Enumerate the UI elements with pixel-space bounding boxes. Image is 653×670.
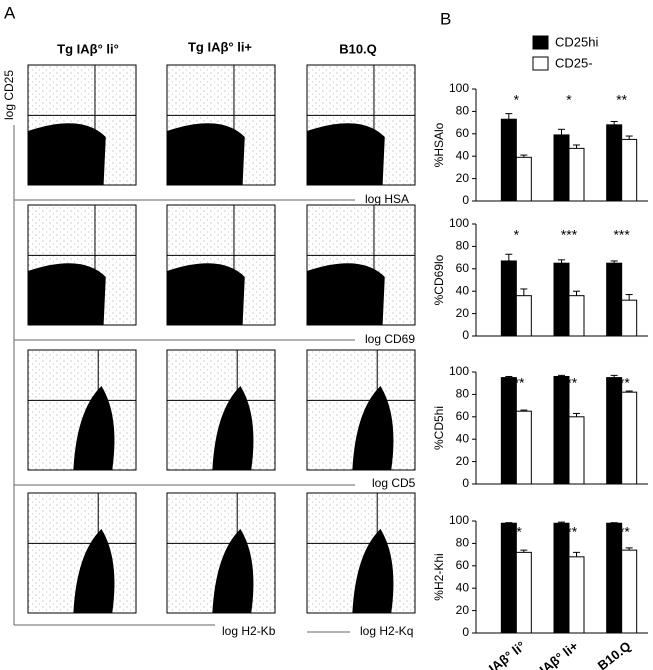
y-tick-label: 100	[449, 216, 469, 230]
bar	[568, 556, 585, 634]
bar	[553, 262, 570, 337]
y-tick-label: 0	[462, 328, 469, 342]
significance: **	[616, 92, 627, 108]
x-tick-label: Tg IAβ° li+	[521, 638, 581, 670]
y-tick-label: 80	[456, 239, 470, 253]
bar	[500, 377, 517, 485]
y-tick-label: 80	[456, 536, 470, 550]
y-axis-label: log CD25	[2, 70, 16, 120]
cell-cloud	[352, 386, 394, 470]
y-axis-label: %CD69lo	[432, 254, 446, 305]
x-axis-label: log HSA	[365, 192, 409, 206]
y-tick-label: 20	[456, 306, 470, 320]
bar	[568, 416, 585, 485]
bar	[515, 551, 532, 634]
significance: ***	[613, 375, 630, 391]
cell-cloud	[212, 386, 254, 470]
bar	[500, 118, 517, 202]
y-tick-label: 40	[456, 148, 470, 162]
y-tick-label: 80	[456, 104, 470, 118]
column-header: Tg IAβ° li+	[188, 39, 252, 54]
y-tick-label: 100	[449, 364, 469, 378]
bar	[553, 522, 570, 634]
y-tick-label: 20	[456, 171, 470, 185]
cell-cloud	[73, 529, 115, 613]
y-tick-label: 20	[456, 603, 470, 617]
bar	[568, 295, 585, 337]
x-tick-label: Tg IAβ° li°	[470, 638, 528, 670]
x-tick-label: B10.Q	[595, 638, 634, 670]
column-header: B10.Q	[339, 41, 377, 56]
cell-cloud	[167, 263, 245, 325]
bar	[606, 377, 623, 485]
cell-cloud	[307, 263, 385, 325]
significance: ***	[561, 227, 578, 243]
bar	[621, 299, 638, 337]
y-tick-label: 40	[456, 431, 470, 445]
x-axis-label: log H2-Kb	[222, 624, 276, 638]
cell-cloud	[28, 123, 106, 185]
y-tick-label: 100	[449, 513, 469, 527]
y-tick-label: 100	[449, 81, 469, 95]
y-tick-label: 60	[456, 126, 470, 140]
x-axis-label: log CD69	[365, 332, 415, 346]
bar	[515, 410, 532, 485]
x-axis-label: log CD5	[372, 476, 416, 490]
x-axis-label: log H2-Kq	[360, 624, 413, 638]
legend-label: CD25hi	[555, 34, 598, 49]
legend-label: CD25-	[555, 55, 593, 70]
significance: *	[514, 227, 520, 243]
bar	[515, 156, 532, 202]
significance: ***	[613, 524, 630, 540]
y-tick-label: 20	[456, 454, 470, 468]
cell-cloud	[212, 529, 254, 613]
y-tick-label: 40	[456, 580, 470, 594]
panel-label: A	[4, 3, 16, 22]
cell-cloud	[28, 263, 106, 325]
cell-cloud	[307, 123, 385, 185]
bar	[568, 147, 585, 202]
bar	[606, 522, 623, 634]
bar	[553, 134, 570, 202]
significance: ***	[561, 524, 578, 540]
separators	[13, 125, 355, 633]
bar	[606, 262, 623, 337]
y-tick-label: 0	[462, 193, 469, 207]
significance: **	[511, 524, 522, 540]
bar	[500, 260, 517, 337]
bar	[606, 124, 623, 202]
y-tick-label: 40	[456, 283, 470, 297]
cell-cloud	[167, 123, 245, 185]
legend-swatch	[532, 56, 549, 71]
y-axis-label: %HSAlo	[432, 122, 446, 167]
y-tick-label: 80	[456, 387, 470, 401]
bar	[500, 522, 517, 634]
significance: ***	[613, 227, 630, 243]
cell-cloud	[352, 529, 394, 613]
significance: ***	[561, 375, 578, 391]
y-tick-label: 60	[456, 261, 470, 275]
column-header: Tg IAβ° li°	[57, 41, 119, 56]
bar	[621, 138, 638, 202]
bar	[515, 295, 532, 337]
significance: *	[566, 92, 572, 108]
y-tick-label: 60	[456, 558, 470, 572]
bar	[553, 375, 570, 485]
significance: ***	[508, 375, 525, 391]
y-tick-label: 60	[456, 409, 470, 423]
significance: *	[514, 92, 520, 108]
panel-label: B	[440, 9, 451, 28]
y-tick-label: 0	[462, 625, 469, 639]
y-axis-label: %H2-Khi	[432, 553, 446, 600]
y-axis-label: %CD5hi	[432, 406, 446, 450]
bar	[621, 391, 638, 485]
cell-cloud	[73, 386, 115, 470]
legend-swatch	[532, 35, 549, 50]
bar	[621, 549, 638, 634]
y-tick-label: 0	[462, 476, 469, 490]
